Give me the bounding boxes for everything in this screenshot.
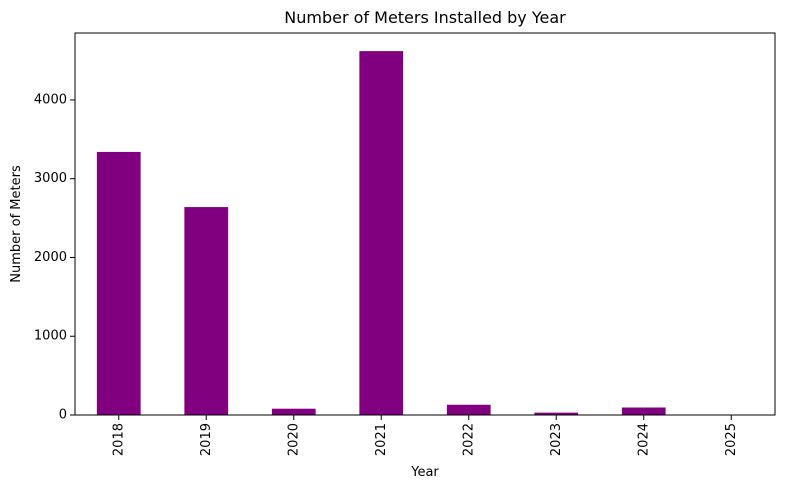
y-axis: 0 1000 2000 3000 4000 bbox=[34, 92, 75, 423]
bar-2021 bbox=[359, 51, 404, 415]
x-axis-label: Year bbox=[410, 465, 439, 480]
bar-2020 bbox=[271, 408, 316, 415]
plot-frame bbox=[74, 32, 776, 416]
x-axis: 2018 2019 2020 2021 2022 2023 2024 2025 bbox=[111, 415, 739, 456]
y-tick-label: 1000 bbox=[34, 329, 67, 344]
y-tick-label: 2000 bbox=[34, 250, 67, 265]
y-tick-label: 4000 bbox=[34, 92, 67, 107]
x-tick-label: 2022 bbox=[461, 423, 476, 456]
x-tick-label: 2021 bbox=[374, 423, 389, 456]
x-tick-label: 2018 bbox=[111, 423, 126, 456]
x-tick-label: 2025 bbox=[724, 423, 739, 456]
x-tick-label: 2019 bbox=[199, 423, 214, 456]
y-tick-label: 0 bbox=[59, 408, 67, 423]
bar-2023 bbox=[534, 412, 579, 415]
x-tick-label: 2023 bbox=[549, 423, 564, 456]
y-axis-label: Number of Meters bbox=[9, 165, 24, 283]
bar-2018 bbox=[96, 151, 141, 416]
x-tick-label: 2024 bbox=[636, 423, 651, 456]
chart-title: Number of Meters Installed by Year bbox=[284, 8, 566, 27]
bar-2019 bbox=[184, 207, 229, 415]
plot-area bbox=[74, 32, 776, 416]
bar-2022 bbox=[446, 404, 491, 415]
y-tick-label: 3000 bbox=[34, 171, 67, 186]
x-tick-label: 2020 bbox=[286, 423, 301, 456]
bar-2024 bbox=[621, 407, 666, 415]
